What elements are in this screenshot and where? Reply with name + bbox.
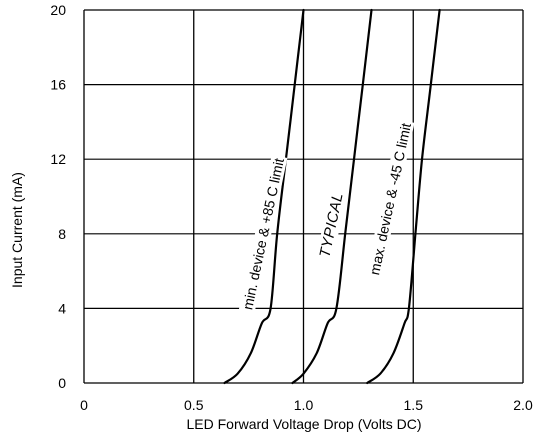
curve-label-background [365, 119, 415, 279]
y-tick-label-16: 16 [50, 77, 66, 93]
y-tick-label-4: 4 [58, 300, 66, 316]
x-axis-label: LED Forward Voltage Drop (Volts DC) [187, 416, 422, 432]
y-tick-label-0: 0 [58, 375, 66, 391]
series-line-0 [223, 8, 305, 385]
curve-label-max-device: max. device & -45 C limit [366, 121, 414, 276]
curve-label-background [316, 189, 348, 262]
x-tick-label-1.0: 1.0 [294, 397, 314, 413]
curve-label-typical: TYPICAL [316, 191, 346, 259]
x-tick-label-2.0: 2.0 [513, 397, 533, 413]
y-tick-label-12: 12 [50, 151, 66, 167]
curves [223, 8, 441, 385]
y-tick-label-20: 20 [50, 2, 66, 18]
series-line-1 [291, 8, 373, 385]
curve-label-background [238, 154, 288, 314]
x-tick-label-0.5: 0.5 [184, 397, 204, 413]
y-axis-label: Input Current (mA) [9, 172, 25, 288]
series-line-2 [366, 8, 441, 385]
y-tick-label-8: 8 [58, 226, 66, 242]
x-tick-label-0: 0 [80, 397, 88, 413]
x-tick-label-1.5: 1.5 [404, 397, 424, 413]
grid [83, 9, 524, 384]
tick-labels: 0 4 8 12 16 20 0 0.5 1.0 1.5 2.0 [50, 2, 533, 413]
